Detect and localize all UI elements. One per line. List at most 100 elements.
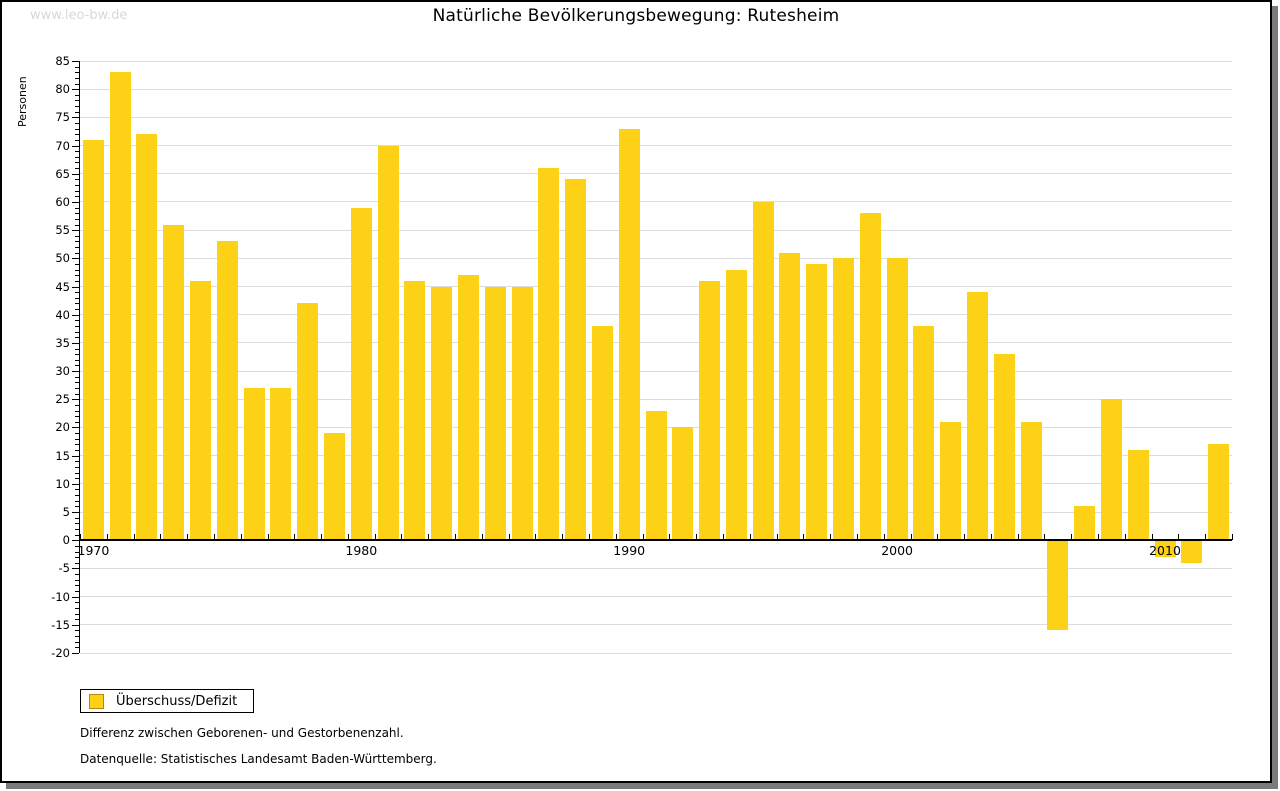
x-axis-tick <box>401 534 403 541</box>
x-tick-label: 1980 <box>345 543 378 559</box>
bar-1974 <box>190 280 212 541</box>
bar-2010 <box>1154 540 1176 558</box>
y-axis-minor-tick <box>75 557 79 559</box>
x-axis-tick <box>106 534 108 541</box>
y-axis-minor-tick <box>75 478 79 480</box>
y-tick-label: 35 <box>55 335 70 350</box>
x-axis-tick <box>294 534 296 541</box>
y-tick-label: -10 <box>51 589 70 604</box>
x-tick-label: 2010 <box>1149 543 1181 559</box>
x-axis-tick <box>428 534 430 541</box>
y-axis-minor-tick <box>75 365 79 367</box>
x-axis-tick <box>669 534 671 541</box>
y-axis-minor-tick <box>75 185 79 187</box>
x-axis-tick <box>856 534 858 541</box>
x-axis-tick <box>80 534 81 541</box>
bar-1988 <box>565 179 587 541</box>
y-axis-major-tick <box>72 258 79 260</box>
y-axis-minor-tick <box>75 354 79 356</box>
y-axis-minor-tick <box>75 517 79 519</box>
y-axis-major-tick <box>72 399 79 401</box>
x-axis-tick <box>1178 534 1180 541</box>
y-axis-minor-tick <box>75 551 79 553</box>
y-axis-minor-tick <box>75 224 79 226</box>
x-axis-tick <box>562 534 564 541</box>
y-axis-minor-tick <box>75 433 79 435</box>
y-axis-minor-tick <box>75 495 79 497</box>
x-axis-tick <box>374 534 376 541</box>
y-axis-major-tick <box>72 117 79 119</box>
bar-1990 <box>618 128 640 541</box>
x-axis-tick <box>508 534 510 541</box>
y-tick-label: -15 <box>51 617 70 632</box>
y-axis-minor-tick <box>75 450 79 452</box>
bar-2012 <box>1208 444 1230 541</box>
y-axis-major-tick <box>72 89 79 91</box>
bar-2008 <box>1100 399 1122 541</box>
y-tick-label: 55 <box>55 223 70 238</box>
y-axis-minor-tick <box>75 123 79 125</box>
bar-1997 <box>806 263 828 541</box>
y-axis-minor-tick <box>75 168 79 170</box>
x-axis-tick <box>1044 534 1046 541</box>
y-axis-minor-tick <box>75 461 79 463</box>
x-axis-tick <box>589 534 591 541</box>
bar-1993 <box>699 280 721 541</box>
y-axis-major-tick <box>72 653 79 654</box>
y-axis-minor-tick <box>75 162 79 164</box>
y-axis-major-tick <box>72 483 79 485</box>
x-axis-tick <box>1232 534 1233 541</box>
gridline <box>80 173 1232 175</box>
y-axis-minor-tick <box>75 404 79 406</box>
y-axis-minor-tick <box>75 247 79 249</box>
y-axis-minor-tick <box>75 94 79 96</box>
y-axis-line <box>79 61 80 653</box>
y-axis-minor-tick <box>75 636 79 638</box>
y-axis-minor-tick <box>75 196 79 198</box>
bar-1972 <box>136 134 158 541</box>
y-axis-minor-tick <box>75 376 79 378</box>
y-axis-minor-tick <box>75 641 79 643</box>
y-axis-minor-tick <box>75 297 79 299</box>
y-axis-minor-tick <box>75 218 79 220</box>
chart-title: Natürliche Bevölkerungsbewegung: Ruteshe… <box>432 6 840 26</box>
gridline <box>80 201 1232 203</box>
y-axis-minor-tick <box>75 489 79 491</box>
x-axis-tick <box>1071 534 1073 541</box>
gridline <box>80 116 1232 118</box>
y-tick-label: 0 <box>62 533 70 548</box>
y-axis-minor-tick <box>75 619 79 621</box>
bar-1978 <box>297 303 319 541</box>
y-axis-minor-tick <box>75 139 79 141</box>
y-axis-minor-tick <box>75 562 79 564</box>
y-tick-label: -5 <box>58 561 70 576</box>
y-axis-minor-tick <box>75 590 79 592</box>
x-axis-tick <box>1017 534 1019 541</box>
bar-1982 <box>404 280 426 541</box>
y-axis-minor-tick <box>75 156 79 158</box>
gridline <box>80 257 1232 259</box>
y-tick-label: 5 <box>62 505 70 520</box>
x-tick-label: 2000 <box>881 543 914 559</box>
y-axis-minor-tick <box>75 579 79 581</box>
bar-1977 <box>270 388 292 541</box>
y-axis-minor-tick <box>75 337 79 339</box>
bar-1984 <box>457 275 479 541</box>
y-axis-minor-tick <box>75 466 79 468</box>
y-axis-minor-tick <box>75 100 79 102</box>
y-axis-minor-tick <box>75 83 79 85</box>
bar-1980 <box>350 207 372 541</box>
y-axis-minor-tick <box>75 534 79 536</box>
bar-1994 <box>725 269 747 541</box>
x-axis-tick <box>455 534 457 541</box>
x-axis-tick <box>883 534 885 541</box>
bar-1970 <box>82 139 104 541</box>
bar-1971 <box>109 72 131 541</box>
y-axis-major-tick <box>72 61 79 62</box>
bar-2005 <box>1020 421 1042 541</box>
bar-1992 <box>672 427 694 541</box>
bar-1998 <box>833 258 855 541</box>
x-axis-tick <box>749 534 751 541</box>
y-tick-label: 20 <box>55 420 70 435</box>
bar-1999 <box>859 213 881 541</box>
